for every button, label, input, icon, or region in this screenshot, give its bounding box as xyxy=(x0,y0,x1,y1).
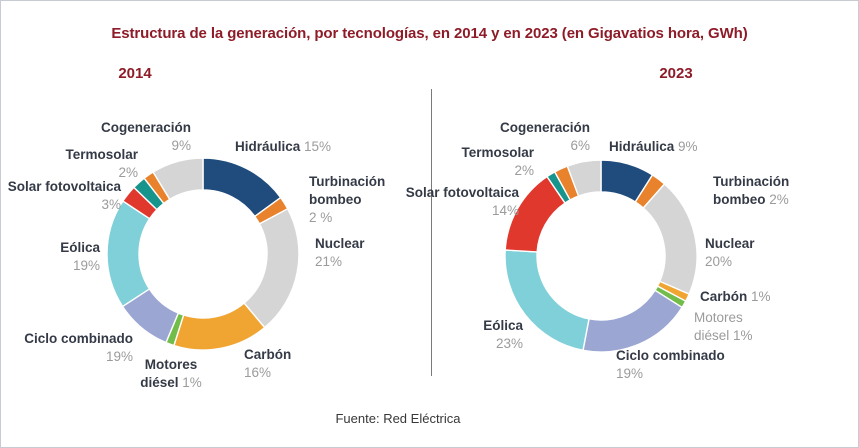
slice-name: Termosolar xyxy=(65,147,138,162)
slice-name: Motores xyxy=(144,357,198,372)
slice-name: diésel xyxy=(140,375,183,390)
slice-percent: 9% xyxy=(678,139,698,154)
slice-name: Hidráulica xyxy=(609,139,679,154)
label-2014-motores: Motores diésel 1% xyxy=(140,356,202,392)
slice-name: diésel 1% xyxy=(694,328,753,343)
slice-percent: 2% xyxy=(769,192,789,207)
slice-name: Motores xyxy=(694,310,743,325)
label-2023-termosolar: Termosolar 2% xyxy=(461,144,534,180)
slice-percent: 20% xyxy=(705,254,733,269)
slice-name: Ciclo combinado xyxy=(616,348,725,363)
donut-chart-2014 xyxy=(106,157,300,351)
label-2014-cogeneracion: Cogeneración 9% xyxy=(101,119,191,155)
label-2014-hidraulica: Hidráulica 15% xyxy=(235,138,331,156)
label-2023-cogeneracion: Cogeneración 6% xyxy=(500,119,590,155)
page-title: Estructura de la generación, por tecnolo… xyxy=(111,25,748,42)
label-2023-eolica: Eólica 23% xyxy=(483,317,523,353)
slice-name: bombeo xyxy=(309,192,362,207)
slice-name: Eólica xyxy=(60,240,100,255)
slice-percent: 9% xyxy=(171,138,191,153)
label-2014-nuclear: Nuclear 21% xyxy=(315,235,365,271)
slice-percent: 14% xyxy=(491,203,519,218)
slice-name: Carbón xyxy=(244,347,292,362)
slice-percent: 2% xyxy=(118,165,138,180)
slice-percent: 1% xyxy=(751,289,771,304)
label-2014-eolica: Eólica 19% xyxy=(60,239,100,275)
slice-name: Nuclear xyxy=(705,236,755,251)
label-2014-solar-fotovoltaica: Solar fotovoltaica 3% xyxy=(8,178,121,214)
label-2023-hidraulica: Hidráulica 9% xyxy=(609,138,698,156)
label-2023-carbon: Carbón 1% xyxy=(700,288,771,306)
slice-percent: 1% xyxy=(182,375,202,390)
panel-divider xyxy=(431,89,432,376)
label-2014-carbon: Carbón 16% xyxy=(244,346,291,382)
slice-name: Cogeneración xyxy=(499,120,590,135)
slice-2023-nuclear[interactable] xyxy=(642,183,698,296)
slice-percent: 19% xyxy=(72,258,100,273)
slice-name: Termosolar xyxy=(461,145,534,160)
slice-name: Cogeneración xyxy=(100,120,191,135)
slice-percent: 21% xyxy=(315,254,343,269)
label-2023-nuclear: Nuclear 20% xyxy=(705,235,755,271)
slice-name: Carbón xyxy=(700,289,752,304)
slice-name: Ciclo combinado xyxy=(24,331,133,346)
slice-name: Nuclear xyxy=(315,236,365,251)
slice-percent: 2% xyxy=(514,163,534,178)
slice-percent: 15% xyxy=(304,139,332,154)
slice-percent: 3% xyxy=(101,197,121,212)
slice-2023-cogeneracion[interactable] xyxy=(566,159,602,197)
source-caption: Fuente: Red Eléctrica xyxy=(335,411,461,426)
label-2023-solar-fotovoltaica: Solar fotovoltaica 14% xyxy=(406,184,519,220)
year-label-2014: 2014 xyxy=(118,65,152,82)
label-2023-turbinacion: Turbinación bombeo 2% xyxy=(713,173,789,209)
slice-2023-ciclo-combinado[interactable] xyxy=(582,289,684,353)
label-2023-motores: Motores diésel 1% xyxy=(694,309,753,345)
label-2014-termosolar: Termosolar 2% xyxy=(65,146,138,182)
slice-name: Turbinación xyxy=(713,174,790,189)
slice-name: Hidráulica xyxy=(235,139,305,154)
slice-percent: 19% xyxy=(616,366,644,381)
slice-percent: 19% xyxy=(105,349,133,364)
slice-name: Solar fotovoltaica xyxy=(7,179,121,194)
slice-percent: 6% xyxy=(570,138,590,153)
slice-name: Turbinación xyxy=(309,174,386,189)
slice-2014-eolica[interactable] xyxy=(106,200,151,308)
year-label-2023: 2023 xyxy=(659,65,693,82)
slice-name: bombeo xyxy=(713,192,770,207)
label-2014-ciclo-combinado: Ciclo combinado 19% xyxy=(24,330,133,366)
slice-name: Eólica xyxy=(483,318,523,333)
label-2014-turbinacion: Turbinación bombeo 2 % xyxy=(309,173,385,227)
slice-name: Solar fotovoltaica xyxy=(405,185,519,200)
slice-percent: 2 % xyxy=(309,210,333,225)
slice-percent: 16% xyxy=(244,365,272,380)
slice-2014-nuclear[interactable] xyxy=(243,207,300,329)
donut-chart-2023 xyxy=(504,159,698,353)
slice-2014-cogeneracion[interactable] xyxy=(152,157,204,201)
slice-percent: 23% xyxy=(495,336,523,351)
label-2023-ciclo-combinado: Ciclo combinado 19% xyxy=(616,347,725,383)
